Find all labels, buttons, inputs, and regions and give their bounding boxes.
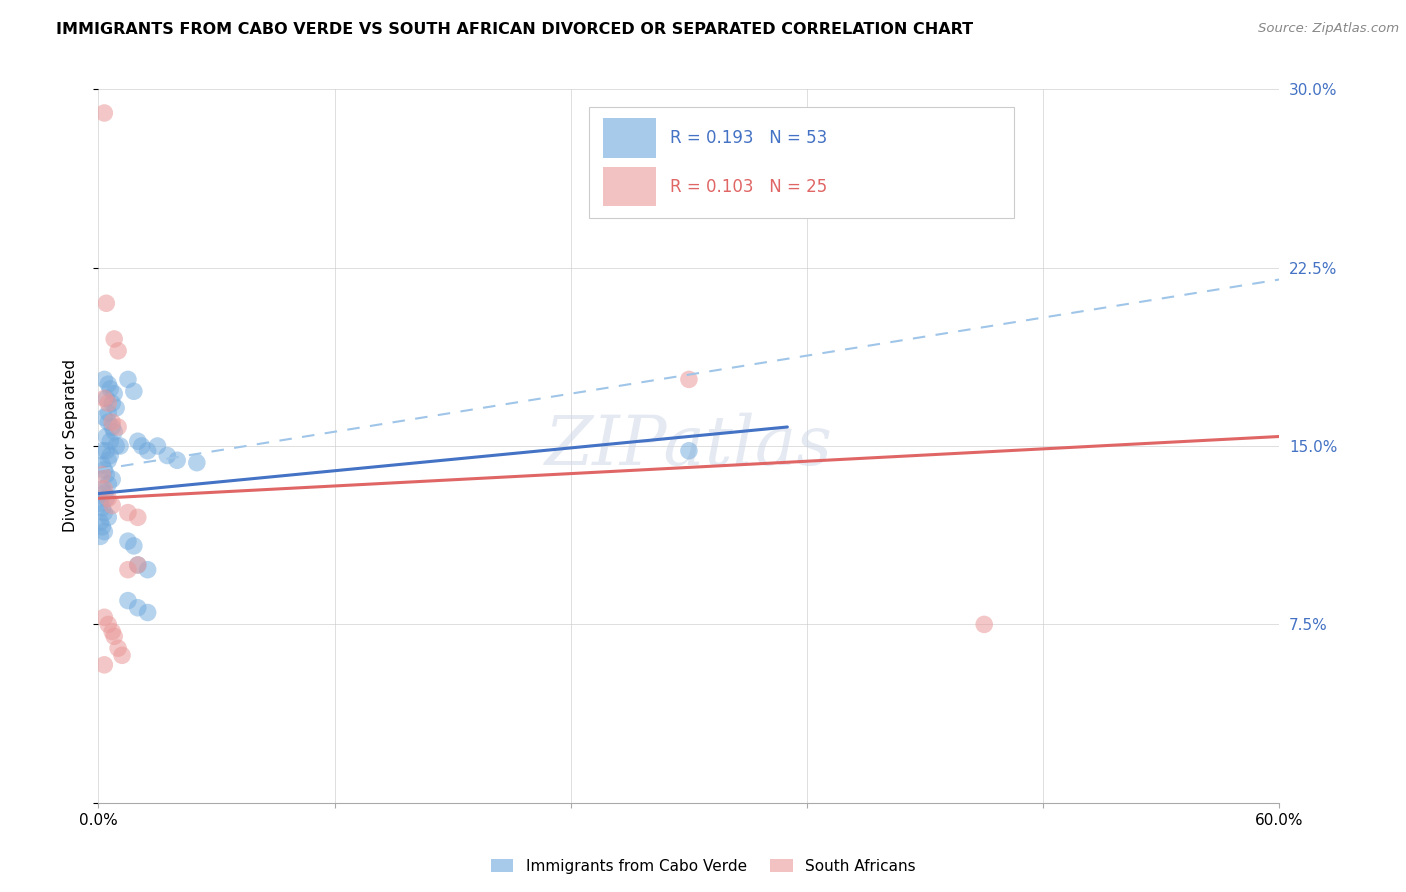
Point — [96, 296, 118, 310]
Point — [93, 106, 115, 120]
Point — [101, 499, 124, 513]
Point — [103, 332, 125, 346]
Text: ZIPatlas: ZIPatlas — [546, 413, 832, 479]
Point — [91, 520, 114, 534]
Point — [103, 629, 125, 643]
Point — [97, 491, 120, 506]
Point — [111, 648, 134, 663]
Point — [97, 453, 120, 467]
Bar — [603, 119, 655, 158]
Point — [89, 529, 111, 543]
Point — [678, 372, 700, 386]
Point — [105, 401, 128, 415]
Point — [122, 539, 145, 553]
Bar — [603, 167, 655, 206]
Point — [101, 420, 124, 434]
Point — [127, 600, 149, 615]
Point — [98, 449, 121, 463]
Point — [973, 617, 995, 632]
Point — [93, 410, 115, 425]
Point — [96, 491, 118, 506]
Point — [91, 443, 114, 458]
Point — [678, 443, 700, 458]
Point — [91, 458, 114, 472]
Point — [91, 467, 114, 482]
Point — [101, 624, 124, 639]
Point — [93, 506, 115, 520]
Point — [127, 558, 149, 572]
Point — [136, 606, 159, 620]
Point — [89, 515, 111, 529]
Point — [103, 386, 125, 401]
Point — [107, 641, 129, 656]
Point — [91, 500, 114, 515]
Point — [93, 482, 115, 496]
Point — [97, 510, 120, 524]
Point — [97, 617, 120, 632]
Point — [166, 453, 188, 467]
Point — [107, 420, 129, 434]
Point — [96, 429, 118, 443]
Point — [93, 486, 115, 500]
Point — [103, 425, 125, 439]
Point — [98, 434, 121, 449]
Point — [89, 496, 111, 510]
Point — [93, 392, 115, 406]
Point — [108, 439, 131, 453]
Text: R = 0.193   N = 53: R = 0.193 N = 53 — [671, 129, 827, 147]
Point — [91, 482, 114, 496]
Point — [101, 415, 124, 429]
Point — [105, 439, 128, 453]
Point — [93, 372, 115, 386]
Point — [117, 372, 139, 386]
Point — [97, 396, 120, 410]
Text: Source: ZipAtlas.com: Source: ZipAtlas.com — [1258, 22, 1399, 36]
Point — [136, 443, 159, 458]
Point — [107, 343, 129, 358]
Y-axis label: Divorced or Separated: Divorced or Separated — [63, 359, 77, 533]
Point — [117, 593, 139, 607]
Point — [127, 434, 149, 449]
FancyBboxPatch shape — [589, 107, 1014, 218]
Point — [117, 506, 139, 520]
Point — [117, 534, 139, 549]
Point — [93, 463, 115, 477]
Point — [136, 563, 159, 577]
Point — [98, 382, 121, 396]
Point — [96, 467, 118, 482]
Point — [127, 510, 149, 524]
Point — [96, 443, 118, 458]
Point — [127, 558, 149, 572]
Point — [131, 439, 153, 453]
Point — [93, 657, 115, 672]
Legend: Immigrants from Cabo Verde, South Africans: Immigrants from Cabo Verde, South Africa… — [485, 853, 921, 880]
Point — [117, 563, 139, 577]
Point — [146, 439, 169, 453]
Point — [122, 384, 145, 399]
Point — [97, 406, 120, 420]
Point — [156, 449, 179, 463]
Point — [101, 396, 124, 410]
Text: R = 0.103   N = 25: R = 0.103 N = 25 — [671, 178, 827, 195]
Point — [93, 524, 115, 539]
Point — [97, 377, 120, 392]
Point — [97, 415, 120, 429]
Point — [96, 392, 118, 406]
Point — [93, 610, 115, 624]
Point — [101, 472, 124, 486]
Point — [97, 477, 120, 491]
Text: IMMIGRANTS FROM CABO VERDE VS SOUTH AFRICAN DIVORCED OR SEPARATED CORRELATION CH: IMMIGRANTS FROM CABO VERDE VS SOUTH AFRI… — [56, 22, 973, 37]
Point — [186, 456, 208, 470]
